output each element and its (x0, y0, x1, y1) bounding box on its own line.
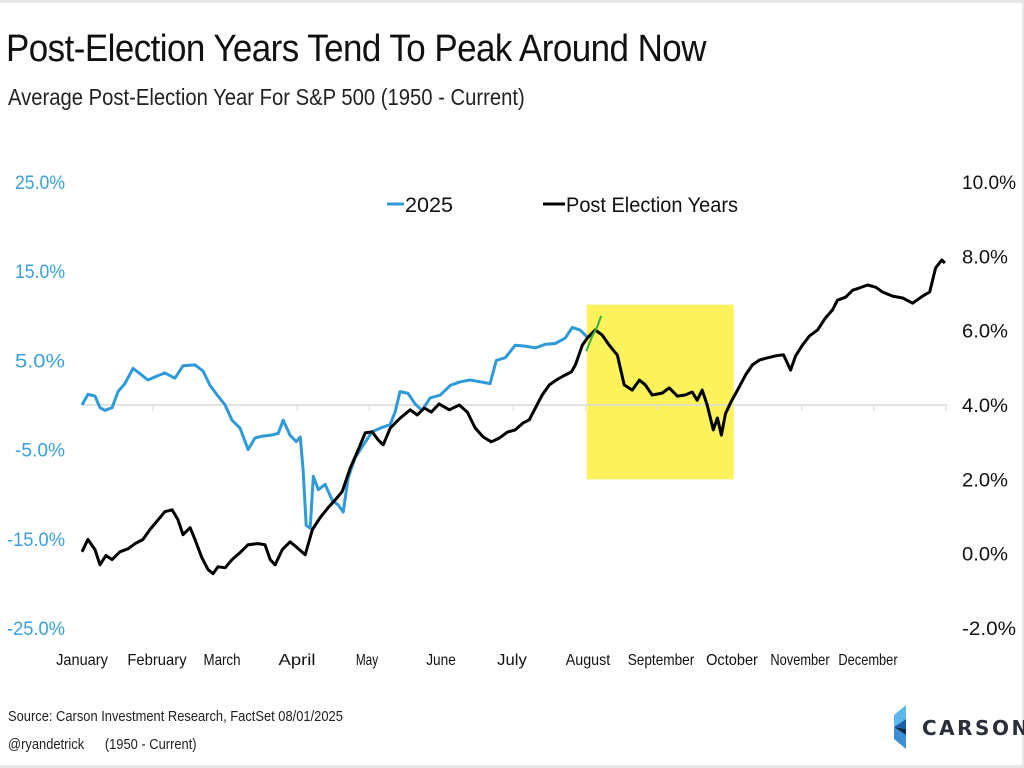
right-axis-tick-label: 0.0% (962, 545, 1008, 566)
series-line-post-election-years (80, 258, 946, 576)
carson-logo: CARSON (890, 705, 1024, 750)
carson-chevron-icon (894, 705, 906, 749)
month-label: January (56, 652, 108, 669)
month-label: March (204, 652, 241, 669)
legend-label-2025: 2025 (405, 194, 453, 217)
series-line-2025 (80, 325, 590, 530)
source-note: Source: Carson Investment Research, Fact… (8, 708, 343, 725)
month-label: December (838, 652, 898, 669)
right-axis-tick-label: 4.0% (962, 396, 1008, 417)
frame-right-border (1022, 0, 1024, 768)
twitter-handle: @ryandetrick (8, 736, 85, 753)
left-axis-tick-label: 5.0% (15, 351, 65, 372)
month-label: June (426, 652, 456, 669)
left-axis-tick-label: -25.0% (7, 619, 65, 640)
chart-title: Post-Election Years Tend To Peak Around … (6, 28, 706, 70)
carson-logo-text: CARSON (922, 716, 1024, 740)
frame-top-border (0, 0, 1024, 3)
right-axis-tick-label: 8.0% (962, 247, 1008, 268)
legend-label-post-election: Post Election Years (566, 194, 738, 217)
right-axis-tick-label: 6.0% (962, 322, 1008, 343)
right-axis-tick-label: -2.0% (962, 619, 1016, 640)
month-label: April (279, 652, 316, 669)
month-label: August (566, 652, 611, 669)
series-line-2025-overlap-marker (585, 315, 603, 352)
chart-subtitle: Average Post-Election Year For S&P 500 (… (8, 84, 525, 110)
date-range-note: (1950 - Current) (104, 736, 197, 753)
left-axis-tick-label: 25.0% (15, 173, 65, 194)
month-label: February (127, 652, 186, 669)
left-axis-tick-label: -5.0% (15, 441, 65, 462)
month-label: October (706, 652, 758, 669)
month-label: May (356, 652, 378, 669)
month-label: September (628, 652, 695, 669)
month-label: November (770, 652, 830, 669)
right-axis-tick-label: 2.0% (962, 470, 1008, 491)
left-axis-tick-label: 15.0% (15, 262, 65, 283)
right-axis-tick-label: 10.0% (962, 173, 1016, 194)
attribution: @ryandetrick (1950 - Current) (8, 736, 197, 753)
frame-bottom-border (0, 765, 1024, 768)
month-label: July (497, 652, 527, 669)
left-axis-tick-label: -15.0% (7, 530, 65, 551)
